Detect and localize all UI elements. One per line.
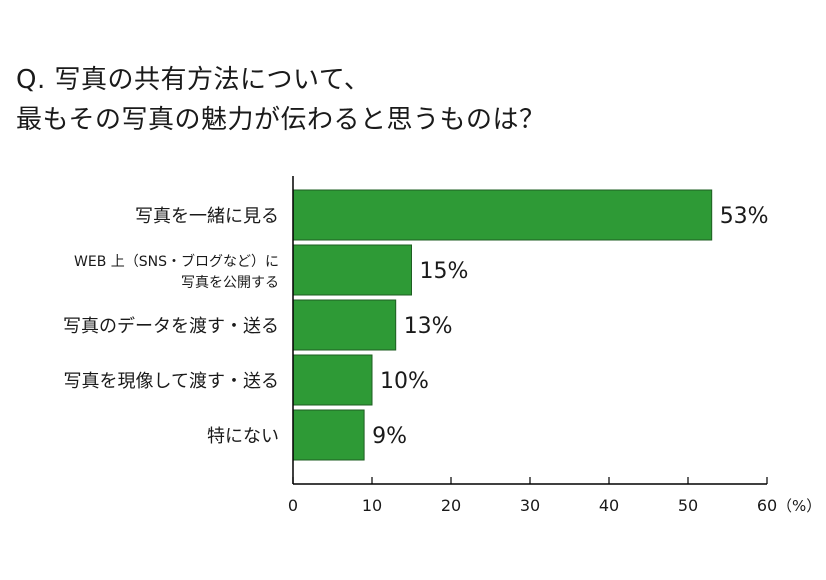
value-label-0: 53% — [720, 204, 769, 229]
category-label-1-line-0: WEB 上（SNS・ブログなど）に — [74, 253, 279, 270]
category-label-3: 写真を現像して渡す・送る — [64, 371, 279, 392]
bar-0 — [292, 189, 713, 241]
x-tick-label-2: 20 — [441, 496, 461, 515]
bar-4 — [292, 409, 365, 461]
title-line-1: Q. 写真の共有方法について、 — [16, 65, 371, 95]
x-tick-label-6: 60 — [757, 496, 777, 515]
category-label-1-line-1: 写真を公開する — [181, 275, 279, 291]
bar-1 — [292, 244, 412, 296]
x-tick-label-5: 50 — [678, 496, 698, 515]
value-label-1: 15% — [420, 259, 469, 284]
category-label-4: 特にない — [207, 426, 279, 447]
value-label-3: 10% — [380, 369, 429, 394]
x-tick-label-3: 30 — [520, 496, 540, 515]
bar-3 — [292, 354, 373, 406]
title-line-2: 最もその写真の魅力が伝わると思うものは？ — [16, 105, 546, 135]
category-label-0: 写真を一緒に見る — [135, 206, 279, 227]
category-label-2: 写真のデータを渡す・送る — [63, 316, 279, 337]
x-tick-label-1: 10 — [362, 496, 382, 515]
x-tick-label-4: 40 — [599, 496, 619, 515]
value-label-4: 9% — [372, 424, 407, 449]
bar-2 — [292, 299, 397, 351]
value-label-2: 13% — [404, 314, 453, 339]
x-axis-unit: （%） — [777, 497, 821, 515]
x-tick-label-0: 0 — [288, 496, 298, 515]
chart-title: Q. 写真の共有方法について、 最もその写真の魅力が伝わると思うものは？ — [16, 60, 545, 140]
